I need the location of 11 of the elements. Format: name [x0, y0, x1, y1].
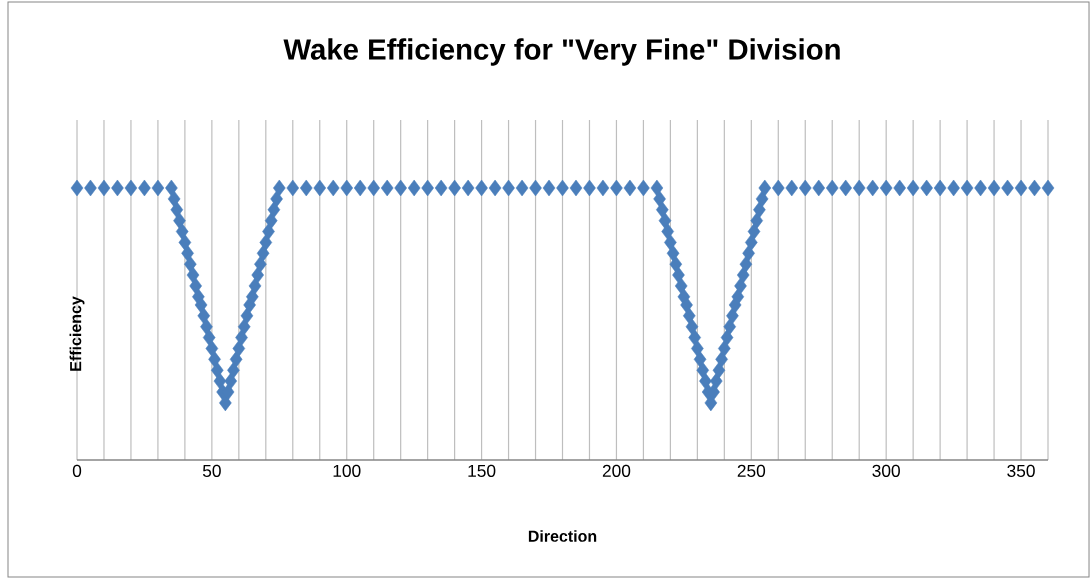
x-tick-label: 50: [202, 464, 221, 477]
x-tick-label: 0: [72, 464, 82, 477]
x-tick-label: 200: [602, 464, 631, 477]
x-tick-label: 300: [872, 464, 900, 477]
x-tick-label: 100: [333, 464, 361, 477]
x-axis-title: Direction: [528, 530, 597, 542]
x-tick-label: 350: [1007, 464, 1035, 477]
chart-title: Wake Efficiency for "Very Fine" Division: [283, 38, 840, 66]
y-axis-title: Efficiency: [69, 296, 85, 371]
x-tick-label: 250: [737, 464, 766, 477]
x-tick-label: 150: [468, 464, 496, 477]
